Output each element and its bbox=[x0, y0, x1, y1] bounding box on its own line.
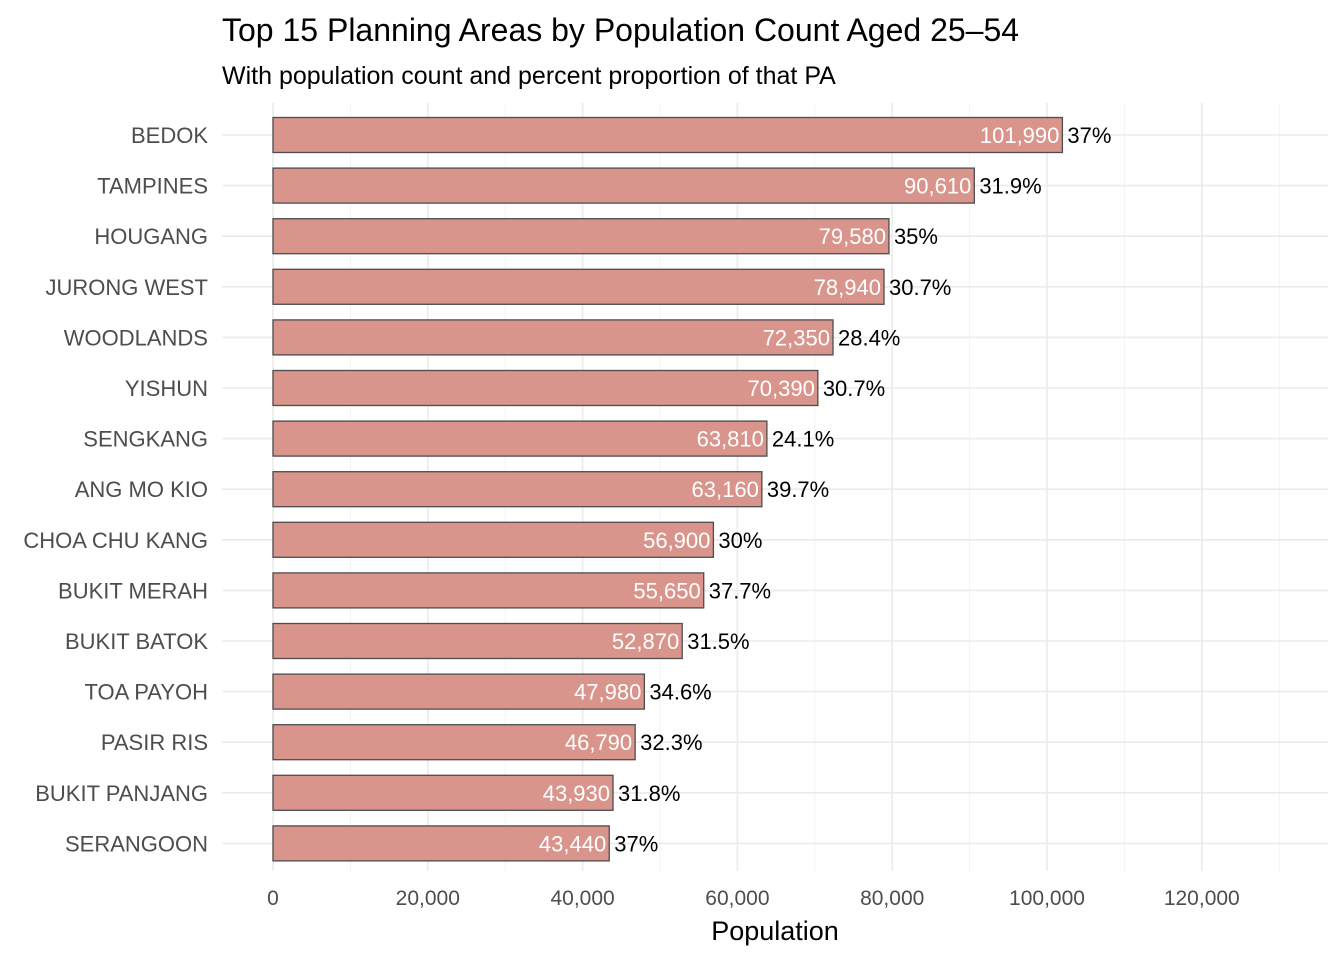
bar bbox=[272, 622, 683, 660]
bar bbox=[272, 572, 705, 609]
x-axis-title: Population bbox=[711, 916, 839, 946]
bar-value-label: 79,580 bbox=[819, 224, 886, 249]
bar bbox=[272, 673, 646, 710]
chart-title: Top 15 Planning Areas by Population Coun… bbox=[222, 12, 1019, 48]
bar-percent-label: 37.7% bbox=[709, 578, 771, 603]
bar-percent-label: 37% bbox=[614, 831, 658, 856]
category-label: YISHUN bbox=[125, 376, 208, 401]
category-label: BEDOK bbox=[131, 123, 208, 148]
bar-value-label: 63,810 bbox=[697, 427, 764, 452]
category-label: ANG MO KIO bbox=[75, 477, 208, 502]
category-label: PASIR RIS bbox=[101, 730, 208, 755]
x-tick-label: 40,000 bbox=[550, 887, 614, 910]
bar-value-label: 43,930 bbox=[543, 781, 610, 806]
bar bbox=[272, 319, 834, 356]
bar-percent-label: 37% bbox=[1067, 123, 1111, 148]
bar-value-label: 101,990 bbox=[980, 123, 1060, 148]
bars bbox=[272, 116, 1064, 862]
bar-value-label: 70,390 bbox=[748, 376, 815, 401]
bar bbox=[272, 116, 1064, 154]
bar-value-label: 63,160 bbox=[692, 477, 759, 502]
bar-percent-label: 30.7% bbox=[889, 275, 951, 300]
category-label: TOA PAYOH bbox=[85, 680, 208, 705]
category-axis-labels: BEDOK TAMPINES HOUGANG JURONG WEST WOODLANDS… bbox=[23, 123, 208, 856]
bar-percent-label: 34.6% bbox=[649, 680, 711, 705]
category-label: BUKIT BATOK bbox=[65, 629, 208, 654]
category-label: BUKIT PANJANG bbox=[35, 781, 208, 806]
bar bbox=[272, 521, 715, 558]
bar-percent-label: 28.4% bbox=[838, 325, 900, 350]
bar-value-label: 56,900 bbox=[643, 528, 710, 553]
bar-percent-label: 31.9% bbox=[979, 174, 1041, 199]
x-tick-label: 0 bbox=[267, 887, 279, 910]
bar bbox=[272, 167, 975, 204]
x-tick-label: 60,000 bbox=[705, 887, 769, 910]
bar-value-label: 55,650 bbox=[633, 578, 700, 603]
bar-value-label: 78,940 bbox=[814, 275, 881, 300]
category-label: HOUGANG bbox=[94, 224, 208, 249]
bar bbox=[272, 369, 819, 407]
bar-value-label: 46,790 bbox=[565, 730, 632, 755]
x-tick-label: 120,000 bbox=[1164, 887, 1240, 910]
bar-value-label: 90,610 bbox=[904, 174, 971, 199]
bar-value-label: 52,870 bbox=[612, 629, 679, 654]
bar-value-label: 43,440 bbox=[539, 831, 606, 856]
bar-percent-label: 30.7% bbox=[823, 376, 885, 401]
bar-percent-label: 32.3% bbox=[640, 730, 702, 755]
x-tick-label: 20,000 bbox=[396, 887, 460, 910]
bar-percent-label: 24.1% bbox=[772, 427, 834, 452]
chart-subtitle: With population count and percent propor… bbox=[222, 62, 836, 90]
bar bbox=[272, 268, 885, 305]
category-label: SENGKANG bbox=[83, 427, 208, 452]
bar bbox=[272, 724, 636, 761]
bar bbox=[272, 420, 768, 457]
bar bbox=[272, 471, 763, 508]
bar-value-label: 47,980 bbox=[574, 680, 641, 705]
bar bbox=[272, 825, 610, 862]
bar bbox=[272, 218, 890, 255]
bar-percent-label: 39.7% bbox=[767, 477, 829, 502]
bar-value-label: 72,350 bbox=[763, 325, 830, 350]
category-label: TAMPINES bbox=[97, 174, 208, 199]
category-label: WOODLANDS bbox=[64, 325, 208, 350]
bar-percent-label: 30% bbox=[718, 528, 762, 553]
category-label: SERANGOON bbox=[65, 831, 208, 856]
category-label: BUKIT MERAH bbox=[58, 578, 208, 603]
x-tick-label: 80,000 bbox=[860, 887, 924, 910]
bar bbox=[272, 774, 614, 811]
x-tick-label: 100,000 bbox=[1009, 887, 1085, 910]
bar-percent-label: 31.8% bbox=[618, 781, 680, 806]
data-labels: 101,990 37% 90,610 31.9% 79,580 35% 78,940 30.7… bbox=[539, 123, 1112, 856]
x-axis-tick-labels: 0 20,000 40,000 60,000 80,000 100,000 120,000 bbox=[267, 887, 1240, 910]
bar-percent-label: 31.5% bbox=[687, 629, 749, 654]
category-label: JURONG WEST bbox=[45, 275, 208, 300]
category-label: CHOA CHU KANG bbox=[23, 528, 208, 553]
bar-percent-label: 35% bbox=[894, 224, 938, 249]
